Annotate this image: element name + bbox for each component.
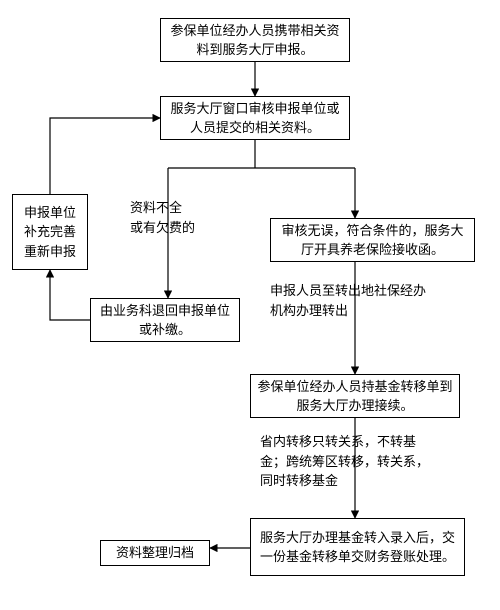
node-return: 由业务科退回申报单位或补缴。	[90, 298, 240, 342]
node-transfer-receipt: 参保单位经办人员持基金转移单到服务大厅办理接续。	[250, 374, 460, 418]
node-text: 服务大厅办理基金转入录入后，交一份基金转移单交财务登账处理。	[257, 528, 458, 567]
node-text: 服务大厅窗口审核申报单位或人员提交的相关资料。	[167, 99, 343, 138]
node-text: 申报单位补充完善重新申报	[19, 203, 81, 262]
node-text: 参保单位经办人员携带相关资料到服务大厅申报。	[167, 21, 343, 60]
node-text: 审核无误，符合条件的，服务大厅开具养老保险接收函。	[277, 221, 468, 260]
node-review: 服务大厅窗口审核申报单位或人员提交的相关资料。	[160, 96, 350, 140]
node-finance: 服务大厅办理基金转入录入后，交一份基金转移单交财务登账处理。	[250, 518, 465, 576]
label-incomplete: 资料不全 或有欠费的	[130, 198, 225, 237]
node-archive: 资料整理归档	[100, 540, 210, 566]
label-transfer-out: 申报人员至转出地社保经办机构办理转出	[270, 281, 430, 320]
node-text: 资料整理归档	[116, 543, 194, 563]
node-approve: 审核无误，符合条件的，服务大厅开具养老保险接收函。	[270, 218, 475, 262]
node-text: 由业务科退回申报单位或补缴。	[97, 301, 233, 340]
node-resubmit: 申报单位补充完善重新申报	[12, 194, 88, 270]
label-transfer-rule: 省内转移只转关系，不转基金；跨统筹区转移，转关系，同时转移基金	[260, 432, 440, 491]
node-text: 参保单位经办人员持基金转移单到服务大厅办理接续。	[257, 377, 453, 416]
node-start: 参保单位经办人员携带相关资料到服务大厅申报。	[160, 18, 350, 62]
